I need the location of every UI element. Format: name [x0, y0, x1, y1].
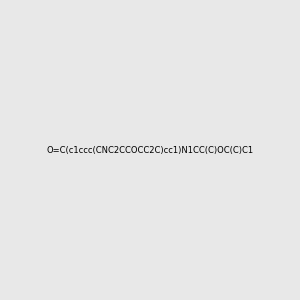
- Text: O=C(c1ccc(CNC2CCOCC2C)cc1)N1CC(C)OC(C)C1: O=C(c1ccc(CNC2CCOCC2C)cc1)N1CC(C)OC(C)C1: [46, 146, 253, 154]
